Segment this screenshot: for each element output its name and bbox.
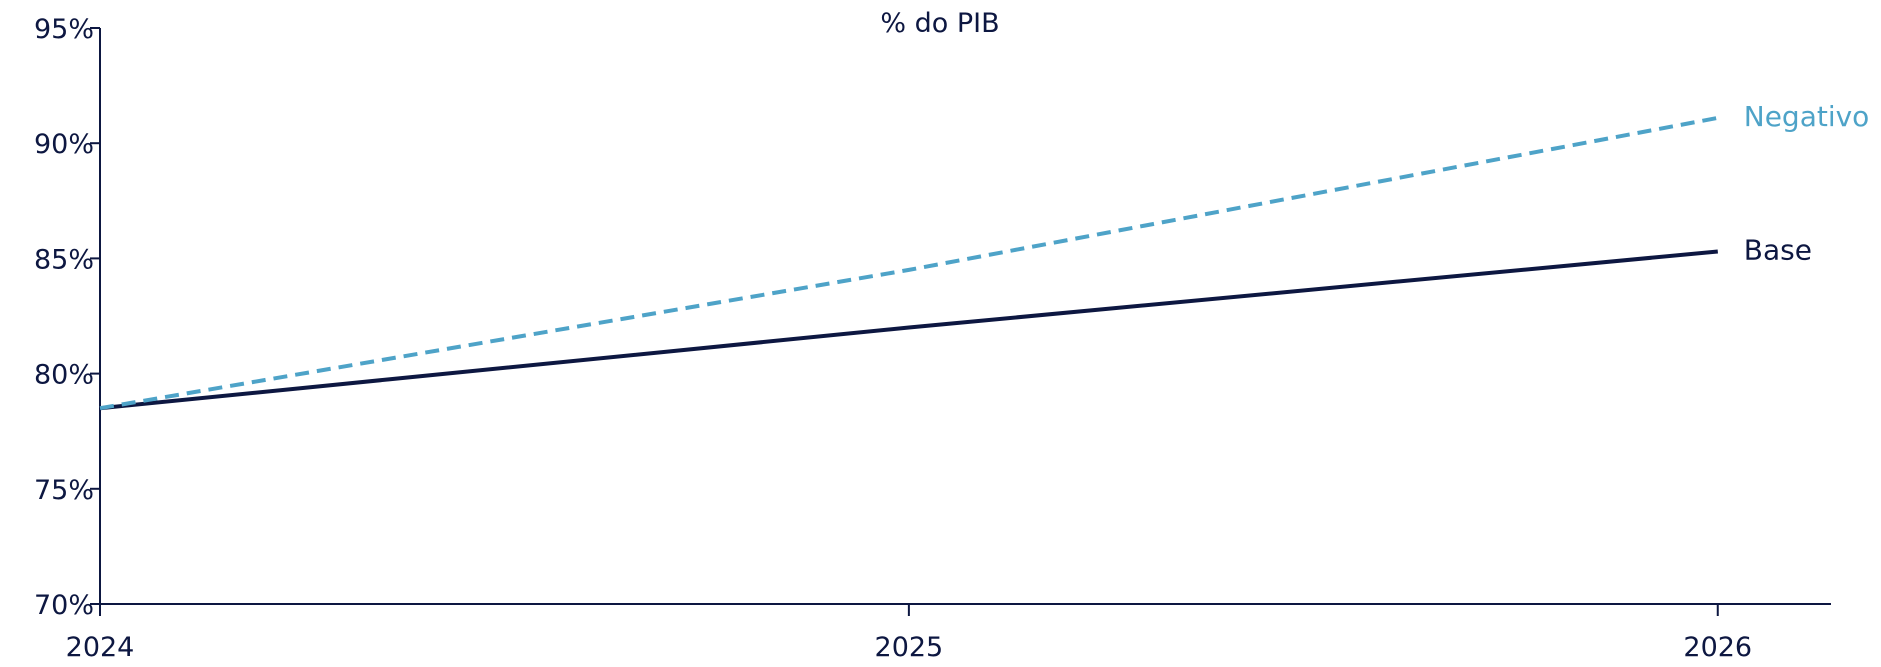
y-tick-label: 85%	[34, 244, 94, 275]
x-tick-label: 2026	[1683, 632, 1752, 663]
chart-title: % do PIB	[880, 8, 999, 39]
y-tick-label: 80%	[34, 360, 94, 391]
y-axis: 70% 75% 80% 85% 90% 95%	[34, 14, 101, 621]
y-tick-label: 70%	[34, 590, 94, 621]
series-label-negativo: Negativo	[1744, 100, 1870, 133]
x-tick-label: 2025	[875, 632, 944, 663]
y-tick-label: 95%	[34, 14, 94, 45]
series-labels: Base Negativo	[1744, 100, 1870, 267]
x-axis: 2024 2025 2026	[66, 603, 1831, 663]
series-layer	[99, 115, 1719, 411]
series-line-base	[99, 249, 1718, 411]
y-tick-label: 90%	[34, 129, 94, 160]
series-label-base: Base	[1744, 233, 1812, 266]
x-tick-label: 2024	[66, 632, 135, 663]
y-tick-label: 75%	[34, 475, 94, 506]
series-line-negativo	[99, 115, 1719, 411]
